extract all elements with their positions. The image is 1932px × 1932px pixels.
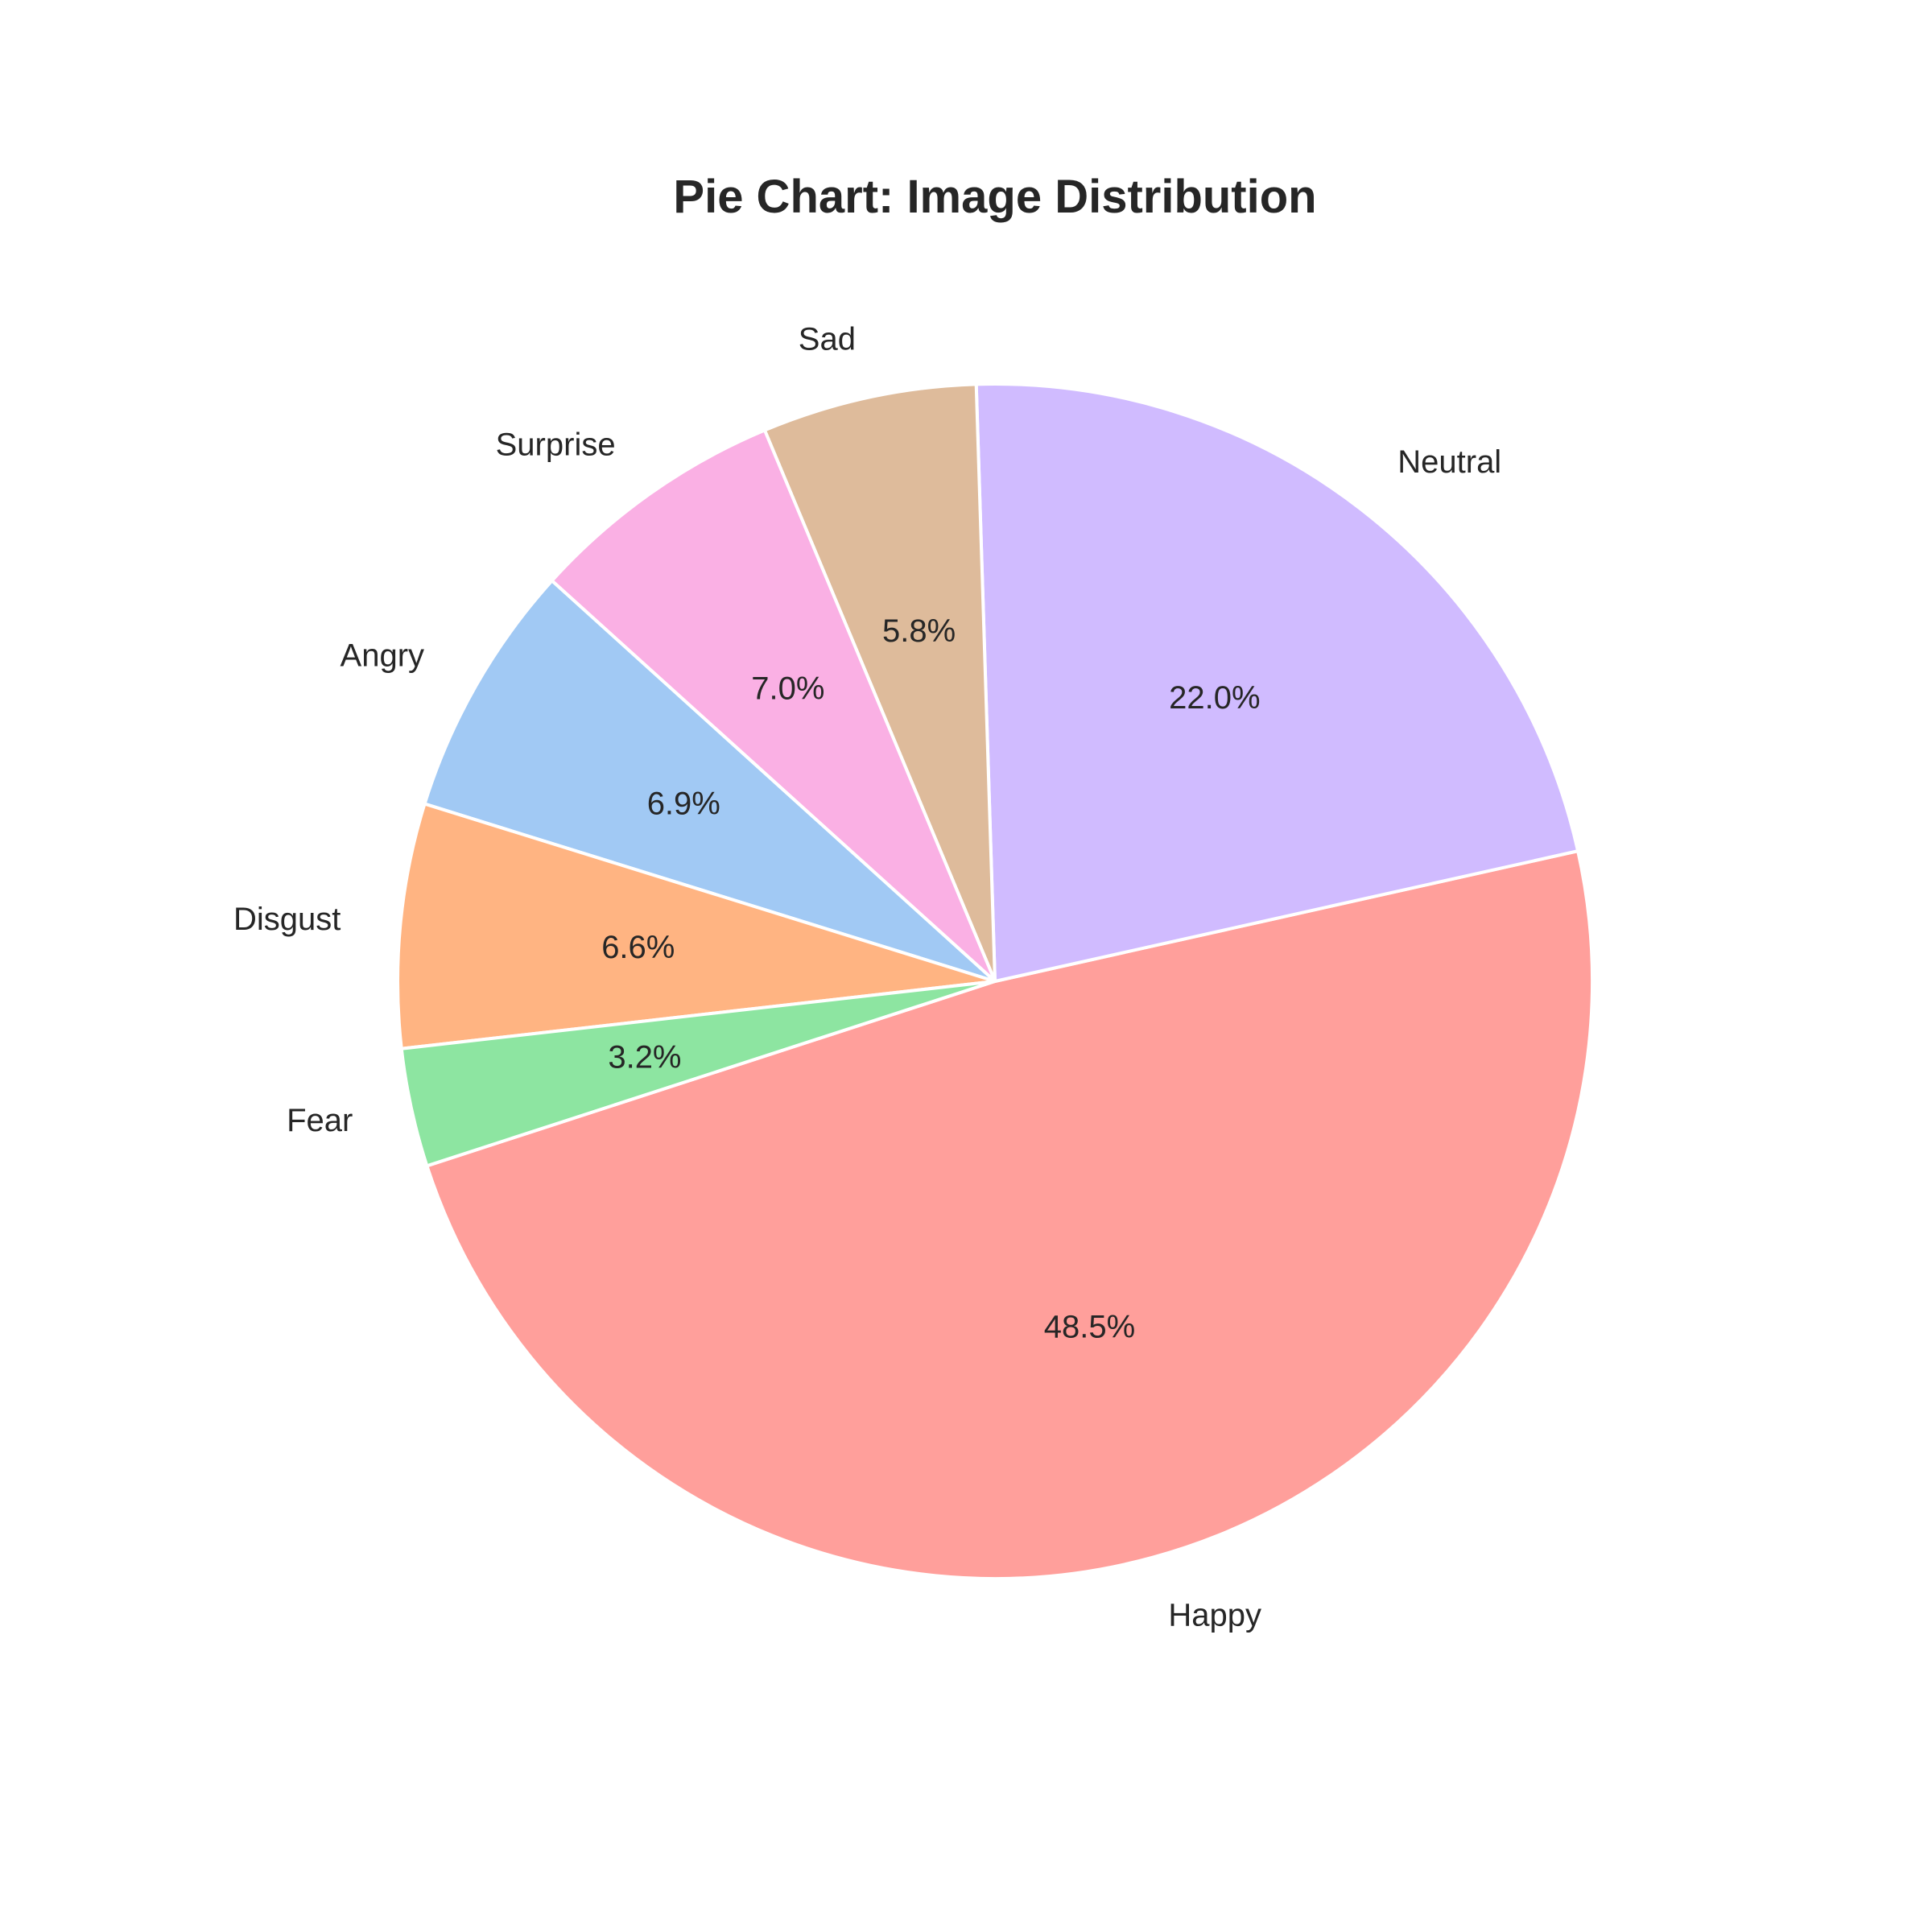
category-label-surprise: Surprise [496, 427, 616, 463]
pie-slice-fear [399, 980, 997, 1168]
category-label-happy: Happy [1168, 1597, 1261, 1633]
pie-slice-surprise [550, 428, 997, 983]
pie-slice-happy [425, 849, 1594, 1580]
category-labels: Happy Neutral Sad Surprise Angry Disgust Fear [233, 321, 1501, 1633]
category-label-neutral: Neutral [1397, 444, 1501, 480]
pie-slice-disgust [396, 802, 997, 1051]
chart-title: Pie Chart: Image Distribution [673, 171, 1316, 223]
category-label-disgust: Disgust [233, 902, 341, 937]
percent-label-happy: 48.5% [1044, 1309, 1135, 1344]
category-label-sad: Sad [799, 321, 856, 357]
category-label-angry: Angry [341, 638, 425, 674]
pie-slice-angry [423, 579, 997, 983]
percent-labels: 48.5% 22.0% 5.8% 7.0% 6.9% 6.6% 3.2% [601, 613, 1260, 1345]
pie-slice-neutral [974, 382, 1580, 983]
pie-slice-sad [762, 382, 997, 983]
percent-label-angry: 6.9% [647, 786, 720, 821]
percent-label-neutral: 22.0% [1169, 680, 1260, 716]
percent-label-sad: 5.8% [882, 613, 956, 649]
percent-label-fear: 3.2% [608, 1039, 681, 1075]
percent-label-surprise: 7.0% [751, 671, 824, 707]
percent-label-disgust: 6.6% [601, 930, 675, 965]
pie-slices [396, 382, 1594, 1580]
category-label-fear: Fear [287, 1103, 353, 1138]
